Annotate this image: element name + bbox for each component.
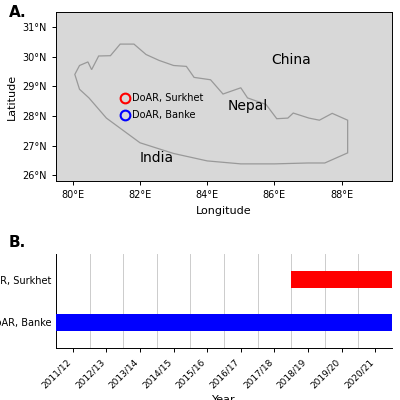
Bar — [291, 271, 392, 288]
Text: DoAR, Surkhet: DoAR, Surkhet — [132, 92, 204, 102]
Bar — [56, 314, 392, 331]
Text: India: India — [140, 151, 174, 165]
Text: DoAR, Banke: DoAR, Banke — [132, 110, 196, 120]
Text: A.: A. — [9, 5, 26, 20]
Y-axis label: Latitude: Latitude — [7, 74, 17, 120]
Text: B.: B. — [9, 235, 26, 250]
X-axis label: Year: Year — [212, 395, 236, 400]
Polygon shape — [75, 44, 348, 164]
X-axis label: Longitude: Longitude — [196, 206, 252, 216]
Text: China: China — [271, 52, 311, 66]
Text: Nepal: Nepal — [227, 99, 268, 113]
